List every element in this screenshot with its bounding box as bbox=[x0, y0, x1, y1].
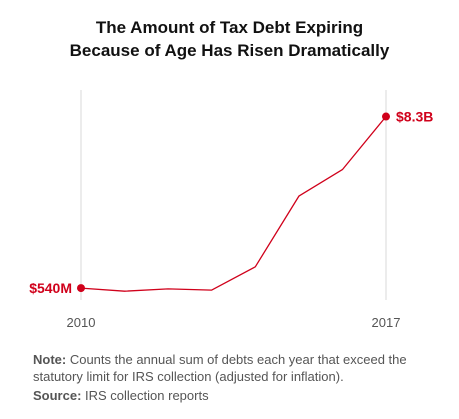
end-value-label: $8.3B bbox=[396, 109, 433, 125]
x-tick-label-2010: 2010 bbox=[67, 315, 96, 330]
source-text: IRS collection reports bbox=[81, 388, 209, 403]
chart-title-line-2: Because of Age Has Risen Dramatically bbox=[69, 41, 390, 60]
line-chart: $540M $8.3B 2010 2017 bbox=[29, 90, 433, 330]
note-label: Note: bbox=[33, 352, 67, 367]
chart-title: The Amount of Tax Debt Expiring Because … bbox=[0, 16, 459, 62]
end-point bbox=[382, 112, 390, 121]
note-text: Counts the annual sum of debts each year… bbox=[33, 352, 407, 384]
start-point bbox=[77, 284, 85, 293]
chart-note: Note: Counts the annual sum of debts eac… bbox=[33, 351, 443, 385]
x-tick-label-2017: 2017 bbox=[372, 315, 401, 330]
start-value-label: $540M bbox=[29, 280, 72, 296]
source-label: Source: bbox=[33, 388, 82, 403]
chart-title-line-1: The Amount of Tax Debt Expiring bbox=[95, 18, 364, 37]
chart-source: Source: IRS collection reports bbox=[33, 387, 209, 404]
series-line bbox=[80, 116, 387, 292]
